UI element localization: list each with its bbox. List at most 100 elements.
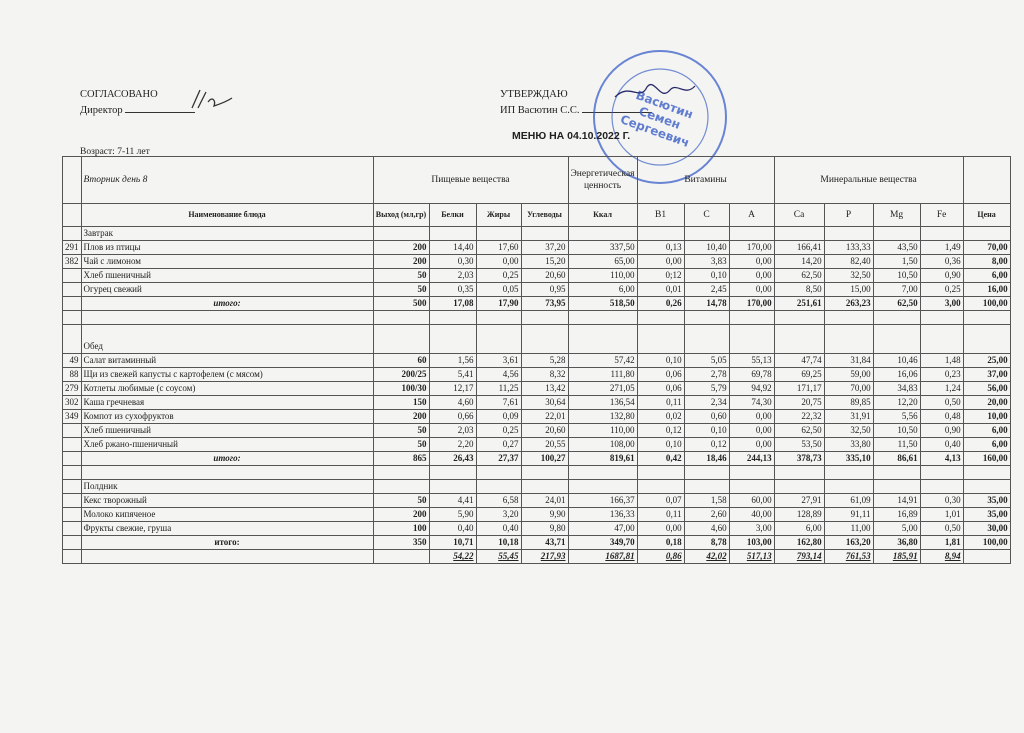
- value-cell: 10,71: [428, 535, 477, 550]
- value-cell: 0,40: [475, 521, 522, 536]
- value-cell: 6,00: [962, 423, 1011, 438]
- empty-cell: [773, 465, 825, 480]
- value-cell: 20,55: [520, 437, 569, 452]
- value-cell: 42,02: [683, 549, 730, 564]
- value-cell: 111,80: [567, 367, 638, 382]
- value-cell: 335,10: [823, 451, 874, 466]
- value-cell: 100,00: [962, 535, 1011, 550]
- value-cell: 3,20: [475, 507, 522, 522]
- dish-code: 302: [62, 395, 82, 410]
- empty-cell: [683, 479, 730, 494]
- column-header: Наименование блюда: [80, 203, 374, 227]
- value-cell: 4,60: [683, 521, 730, 536]
- value-cell: 100/30: [372, 381, 430, 396]
- value-cell: 50: [372, 268, 430, 283]
- value-cell: 94,92: [728, 381, 775, 396]
- value-cell: 1,49: [919, 240, 964, 255]
- dish-name: Хлеб ржано-пшеничный: [80, 437, 374, 452]
- value-cell: 200/25: [372, 367, 430, 382]
- empty-cell: [872, 465, 921, 480]
- value-cell: 349,70: [567, 535, 638, 550]
- empty-cell: [520, 465, 569, 480]
- value-cell: 0,00: [475, 254, 522, 269]
- day-label: Вторник день 8: [80, 156, 374, 204]
- value-cell: 793,14: [773, 549, 825, 564]
- value-cell: 0,10: [683, 268, 730, 283]
- value-cell: 32,50: [823, 423, 874, 438]
- value-cell: 0,06: [636, 367, 685, 382]
- empty-cell: [683, 324, 730, 354]
- value-cell: 9,80: [520, 521, 569, 536]
- empty-cell: [962, 310, 1011, 325]
- value-cell: 0,66: [428, 409, 477, 424]
- value-cell: 16,06: [872, 367, 921, 382]
- value-cell: 166,37: [567, 493, 638, 508]
- section-row: Полдник: [62, 479, 1011, 494]
- dish-code: 88: [62, 367, 82, 382]
- empty-cell: [428, 465, 477, 480]
- value-cell: 0,00: [728, 423, 775, 438]
- value-cell: 14,20: [773, 254, 825, 269]
- value-cell: 3,00: [728, 521, 775, 536]
- dish-name: Фрукты свежие, груша: [80, 521, 374, 536]
- dish-code: [62, 549, 82, 564]
- empty-cell: [823, 226, 874, 241]
- value-cell: 33,80: [823, 437, 874, 452]
- value-cell: 0,95: [520, 282, 569, 297]
- value-cell: 59,00: [823, 367, 874, 382]
- empty-cell: [823, 465, 874, 480]
- value-cell: 0,13: [636, 240, 685, 255]
- nutrients-header: Пищевые вещества: [372, 156, 569, 204]
- value-cell: 55,13: [728, 353, 775, 368]
- value-cell: 0,86: [636, 549, 685, 564]
- value-cell: 56,00: [962, 381, 1011, 396]
- value-cell: 819,61: [567, 451, 638, 466]
- value-cell: 31,91: [823, 409, 874, 424]
- empty-cell: [683, 310, 730, 325]
- value-cell: 6,00: [567, 282, 638, 297]
- value-cell: 17,60: [475, 240, 522, 255]
- empty-cell: [567, 324, 638, 354]
- value-cell: 12,20: [872, 395, 921, 410]
- value-cell: 1687,81: [567, 549, 638, 564]
- value-cell: 4,56: [475, 367, 522, 382]
- dish-name: [80, 549, 374, 564]
- value-cell: 1,56: [428, 353, 477, 368]
- empty-cell: [567, 226, 638, 241]
- empty-cell: [872, 324, 921, 354]
- column-header: Углеводы: [520, 203, 569, 227]
- value-cell: 217,93: [520, 549, 569, 564]
- empty-cell: [636, 226, 685, 241]
- empty-cell: [567, 479, 638, 494]
- value-cell: 50: [372, 493, 430, 508]
- value-cell: 0,10: [683, 423, 730, 438]
- empty-cell: [683, 226, 730, 241]
- dish-name: Хлеб пшеничный: [80, 423, 374, 438]
- dish-code: [62, 423, 82, 438]
- value-cell: 25,00: [962, 353, 1011, 368]
- empty-cell: [872, 479, 921, 494]
- dish-code: 382: [62, 254, 82, 269]
- value-cell: 0,27: [475, 437, 522, 452]
- value-cell: 7,61: [475, 395, 522, 410]
- value-cell: 162,80: [773, 535, 825, 550]
- empty-cell: [728, 324, 775, 354]
- value-cell: 6,00: [962, 268, 1011, 283]
- value-cell: 337,50: [567, 240, 638, 255]
- value-cell: 0,07: [636, 493, 685, 508]
- value-cell: 32,50: [823, 268, 874, 283]
- value-cell: 0,40: [428, 521, 477, 536]
- value-cell: 43,71: [520, 535, 569, 550]
- column-header: Ккал: [567, 203, 638, 227]
- value-cell: 22,32: [773, 409, 825, 424]
- value-cell: 103,00: [728, 535, 775, 550]
- empty-cell: [962, 479, 1011, 494]
- value-cell: 0,48: [919, 409, 964, 424]
- column-header: Fe: [919, 203, 964, 227]
- empty-cell: [962, 465, 1011, 480]
- empty-cell: [636, 324, 685, 354]
- dish-code: [62, 535, 82, 550]
- itogo-row: итого: 865 26,43 27,37 100,27 819,61 0,42 18,46…: [62, 451, 1011, 466]
- empty-cell: [636, 479, 685, 494]
- empty-cell: [728, 479, 775, 494]
